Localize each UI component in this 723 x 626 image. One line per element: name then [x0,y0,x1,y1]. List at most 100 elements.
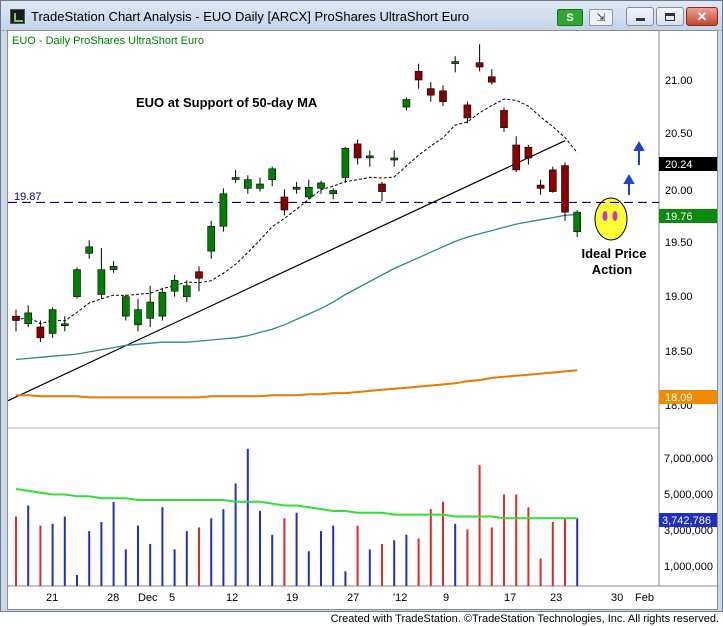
candle-body [122,296,130,317]
candle-body [73,269,81,297]
volume-last-value: 3,742,786 [662,515,711,527]
date-tick-label: 17 [504,592,516,604]
price-chart[interactable]: EUO - Daily ProShares UltraShort Euro EU… [8,31,719,611]
date-tick-label: 30 [611,592,623,604]
maximize-icon [665,12,675,21]
volume-average-line [15,488,578,520]
chart-window: TradeStation Chart Analysis - EUO Daily … [0,0,723,612]
maximize-button[interactable] [656,7,684,26]
candle-body [353,143,362,159]
date-tick-label: '12 [393,592,407,604]
candle-body [487,76,496,83]
candle-body [183,285,191,297]
smiley-annotation [594,197,628,241]
volume-tick-label: 3,000,000 [664,525,713,537]
date-tick-label: 27 [347,592,359,604]
candle-body [85,246,93,254]
smiley-face [594,197,628,241]
candle-body [451,61,460,64]
candle-body [146,301,154,319]
candle-body [414,71,423,81]
minimize-icon [635,18,645,21]
candle-body [207,225,215,252]
hline-label: 19.87 [14,191,42,203]
copyright-footer: Created with TradeStation. ©TradeStation… [330,613,719,625]
date-tick-label: Dec [138,592,158,604]
candle-body [439,90,447,102]
candle-body [256,183,264,189]
price-tick-label: 20.50 [665,128,693,140]
smiley-eye [602,211,608,221]
price-tick-label: 19.50 [665,237,693,249]
candle-body [268,168,277,180]
candle-body [280,196,289,211]
volume-tick-label: 5,000,000 [664,489,713,501]
chart-area[interactable]: EUO - Daily ProShares UltraShort Euro EU… [7,30,719,611]
window-tools-button[interactable]: ⇲ [589,9,613,26]
candle-body [573,211,582,232]
up-arrow-icon [633,140,645,151]
ma200-flag [659,390,717,404]
window-title: TradeStation Chart Analysis - EUO Daily … [31,9,470,24]
candle-body [548,169,557,192]
candle-body [500,110,508,128]
candle-body [402,99,411,108]
price-tick-label: 18.50 [665,346,693,358]
date-tick-label: 9 [443,592,449,604]
candle-body [378,183,386,192]
date-tick-label: 19 [286,592,298,604]
volume-last-flag [659,513,717,527]
candle-body [426,88,435,96]
date-tick-label: Feb [635,592,654,604]
candle-body [536,184,545,189]
candle-body [195,271,203,279]
last-price-value: 20.24 [665,159,693,171]
price-tick-label: 20.00 [665,185,693,197]
ma50-value: 19.76 [665,211,693,223]
price-tick-label: 19.00 [665,291,693,303]
close-icon: ✕ [696,9,708,24]
symbol-link-button[interactable]: S [557,9,583,26]
tradestation-logo-icon [10,9,25,24]
candle-body [561,165,569,213]
ma50-flag [659,209,717,223]
candle-body [475,62,484,68]
candle-body [329,190,338,195]
candle-body [36,326,45,339]
date-tick-label: 12 [226,592,238,604]
candle-body [170,280,179,292]
candle-body [512,144,521,171]
candle-body [390,157,399,161]
date-tick-label: 5 [169,592,175,604]
ma50-line [15,213,578,361]
annotation-ideal-price: Ideal Price [581,246,646,261]
candle-body [292,186,301,190]
candle-body [109,266,118,270]
date-tick-label: 23 [550,592,562,604]
up-arrow-icon [623,173,635,184]
annotation-title: EUO at Support of 50-day MA [136,95,318,110]
candle-body [365,155,374,159]
trendline [8,140,566,402]
title-bar[interactable]: TradeStation Chart Analysis - EUO Daily … [1,1,722,31]
candle-body [60,323,69,327]
candle-body [12,315,20,321]
date-tick-label: 28 [107,592,119,604]
last-price-flag [659,157,717,171]
date-tick-label: 21 [46,592,58,604]
candle-body [219,193,228,227]
candle-body [463,104,472,119]
candle-body [158,292,167,317]
candle-body [524,146,533,159]
candle-body [341,147,350,178]
candle-body [97,269,106,295]
candle-body [244,179,252,189]
volume-tick-label: 7,000,000 [664,453,713,465]
price-tick-label: 21.00 [665,75,693,87]
candle-body [304,186,313,198]
candle-body [24,312,33,325]
close-button[interactable]: ✕ [686,7,718,26]
minimize-button[interactable] [626,7,654,26]
volume-tick-label: 1,000,000 [664,561,713,573]
ma200-line [16,369,578,399]
